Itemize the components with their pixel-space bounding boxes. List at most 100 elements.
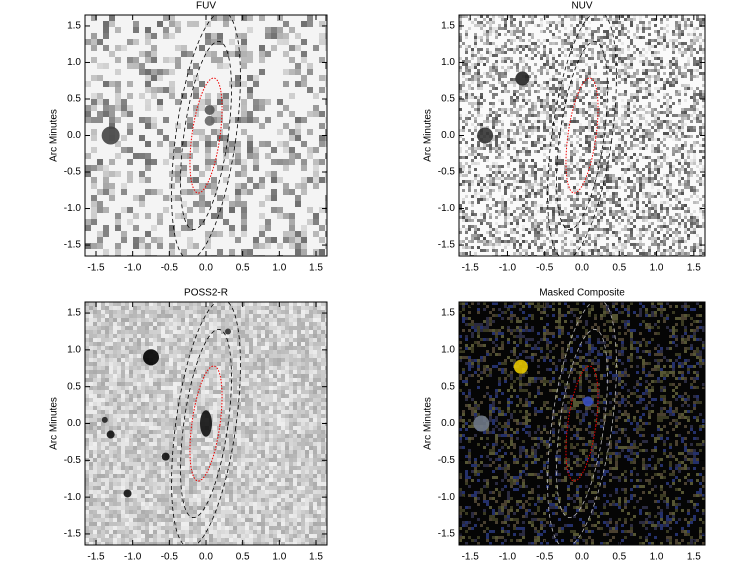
pixel [459,135,462,138]
pixel [528,39,531,42]
pixel [205,135,211,141]
pixel [465,15,468,18]
pixel [684,213,687,216]
pixel [636,93,639,96]
pixel [145,117,151,123]
pixel [579,126,582,129]
pixel [241,57,247,63]
pixel [91,177,97,183]
pixel [249,330,253,334]
pixel [648,27,651,30]
pixel [185,314,189,318]
pixel [163,87,169,93]
pixel [540,195,543,198]
pixel [630,81,633,84]
pixel [597,123,600,126]
pixel [516,186,519,189]
pixel [522,30,525,33]
pixel [627,213,630,216]
pixel [277,99,283,105]
pixel [225,318,229,322]
pixel [281,334,285,338]
pixel [534,201,537,204]
pixel [501,132,504,135]
pixel [597,213,600,216]
pixel [633,33,636,36]
pixel [555,99,558,102]
pixel [561,108,564,111]
pixel [109,159,115,165]
pixel [489,72,492,75]
pixel [693,222,696,225]
pixel [549,198,552,201]
pixel [528,120,531,123]
pixel [657,57,660,60]
pixel [639,87,642,90]
pixel [546,189,549,192]
pixel [684,87,687,90]
pixel [600,186,603,189]
pixel [187,243,193,249]
pixel [462,84,465,87]
pixel [149,342,153,346]
pixel [289,69,295,75]
pixel [546,93,549,96]
pixel [495,231,498,234]
pixel [594,15,597,18]
pixel [483,126,486,129]
pixel [537,168,540,171]
pixel [189,302,193,306]
pixel [253,322,257,326]
pixel [495,216,498,219]
pixel [175,213,181,219]
pixel [153,322,157,326]
pixel [483,198,486,201]
pixel [471,153,474,156]
pixel [636,177,639,180]
pixel [576,204,579,207]
pixel [273,306,277,310]
pixel [297,354,301,358]
pixel [229,302,233,306]
pixel [235,159,241,165]
pixel [498,135,501,138]
pixel [145,69,151,75]
pixel [540,222,543,225]
pixel [558,198,561,201]
pixel [217,350,221,354]
pixel [675,126,678,129]
pixel [630,243,633,246]
pixel [663,66,666,69]
pixel [283,123,289,129]
pixel [462,198,465,201]
pixel [241,39,247,45]
pixel [141,350,145,354]
pixel [528,150,531,153]
pixel [591,33,594,36]
pixel [153,302,157,306]
pixel [189,318,193,322]
pixel [121,99,127,105]
pixel [307,21,313,27]
pixel [295,129,301,135]
pixel [669,198,672,201]
pixel [229,231,235,237]
pixel [113,342,117,346]
pixel [165,326,169,330]
pixel [321,342,325,346]
pixel [672,216,675,219]
pixel [585,186,588,189]
pixel [693,126,696,129]
pixel [594,78,597,81]
pixel [217,111,223,117]
pixel [615,183,618,186]
pixel [693,210,696,213]
pixel [277,15,283,21]
pixel [93,314,97,318]
pixel [301,346,305,350]
pixel [540,21,543,24]
pixel [498,150,501,153]
pixel [702,27,705,30]
pixel [555,27,558,30]
pixel [462,174,465,177]
